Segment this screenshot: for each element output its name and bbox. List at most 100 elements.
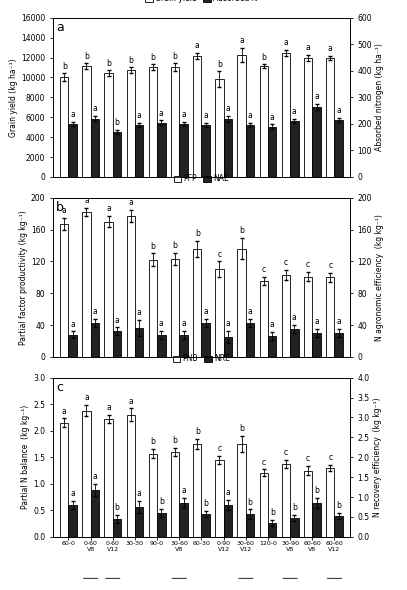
- Y-axis label: Partial factor productivity (kg kg⁻¹): Partial factor productivity (kg kg⁻¹): [19, 210, 28, 345]
- Bar: [127, 70, 135, 177]
- Text: b: b: [336, 501, 341, 510]
- Legend: PFP, NAE: PFP, NAE: [174, 175, 229, 183]
- Bar: [157, 335, 166, 357]
- Bar: [282, 53, 290, 177]
- Text: c: c: [328, 261, 333, 270]
- Text: a: a: [70, 489, 75, 498]
- Text: a: a: [225, 489, 230, 497]
- Text: b: b: [173, 241, 177, 250]
- Bar: [149, 454, 157, 537]
- Bar: [193, 444, 201, 537]
- Bar: [335, 516, 343, 537]
- Bar: [135, 328, 143, 357]
- Text: b: b: [114, 503, 119, 512]
- Bar: [260, 473, 268, 537]
- Bar: [312, 503, 321, 537]
- Text: c: c: [306, 454, 310, 463]
- Bar: [149, 67, 157, 177]
- Bar: [127, 415, 135, 537]
- Text: b: b: [270, 508, 275, 517]
- Bar: [91, 119, 99, 177]
- Text: b: b: [217, 60, 222, 68]
- Y-axis label: N recovery efficiency  (kg kg⁻¹): N recovery efficiency (kg kg⁻¹): [372, 398, 381, 517]
- Text: b: b: [292, 503, 297, 512]
- Bar: [68, 124, 77, 177]
- Text: a: a: [62, 407, 67, 415]
- Text: a: a: [181, 486, 186, 496]
- Bar: [268, 336, 276, 357]
- Bar: [304, 58, 312, 177]
- Bar: [326, 277, 335, 357]
- Text: a: a: [181, 319, 186, 328]
- Text: b: b: [151, 53, 155, 61]
- Bar: [237, 54, 246, 177]
- Text: c: c: [56, 381, 63, 394]
- Text: b: b: [62, 61, 67, 71]
- Text: a: a: [137, 309, 142, 317]
- Text: a: a: [84, 196, 89, 205]
- Text: b: b: [151, 241, 155, 251]
- Text: a: a: [204, 112, 208, 120]
- Text: a: a: [306, 42, 311, 52]
- Bar: [113, 332, 121, 357]
- Text: a: a: [284, 38, 288, 47]
- Text: a: a: [239, 36, 244, 45]
- Text: b: b: [151, 437, 155, 447]
- Text: a: a: [62, 206, 67, 215]
- Bar: [215, 269, 223, 357]
- Legend: PNB, NRE: PNB, NRE: [173, 355, 230, 363]
- Text: b: b: [114, 118, 119, 127]
- Bar: [82, 212, 91, 357]
- Bar: [335, 333, 343, 357]
- Bar: [179, 335, 188, 357]
- Text: a: a: [225, 104, 230, 113]
- Text: b: b: [84, 52, 89, 61]
- Legend: Grain yield, Absorbed N: Grain yield, Absorbed N: [145, 0, 258, 4]
- Bar: [282, 275, 290, 357]
- Y-axis label: Absorbed nitrogen (kg ha⁻¹): Absorbed nitrogen (kg ha⁻¹): [375, 44, 384, 151]
- Bar: [237, 248, 246, 357]
- Text: a: a: [270, 320, 275, 329]
- Bar: [326, 468, 335, 537]
- Text: b: b: [173, 52, 177, 61]
- Text: a: a: [106, 403, 111, 412]
- Text: a: a: [92, 472, 97, 481]
- Bar: [68, 505, 77, 537]
- Bar: [91, 323, 99, 357]
- Text: a: a: [328, 44, 333, 53]
- Text: b: b: [239, 227, 244, 235]
- Bar: [246, 323, 254, 357]
- Bar: [312, 333, 321, 357]
- Text: a: a: [159, 109, 164, 117]
- Text: b: b: [239, 424, 244, 433]
- Text: b: b: [56, 201, 64, 214]
- Bar: [82, 411, 91, 537]
- Text: a: a: [292, 107, 297, 116]
- Text: a: a: [106, 204, 111, 213]
- Bar: [113, 519, 121, 537]
- Bar: [290, 122, 299, 177]
- Bar: [201, 514, 210, 537]
- Text: a: a: [181, 110, 186, 119]
- Text: a: a: [247, 112, 252, 120]
- Bar: [171, 259, 179, 357]
- Text: a: a: [336, 106, 341, 115]
- Bar: [215, 80, 223, 177]
- Bar: [135, 507, 143, 537]
- Bar: [215, 460, 223, 537]
- Bar: [157, 123, 166, 177]
- Text: a: a: [270, 113, 275, 122]
- Bar: [157, 513, 166, 537]
- Bar: [260, 67, 268, 177]
- Bar: [304, 277, 312, 357]
- Text: c: c: [328, 453, 333, 462]
- Bar: [326, 58, 335, 177]
- Bar: [246, 514, 254, 537]
- Bar: [237, 444, 246, 537]
- Text: a: a: [92, 104, 97, 113]
- Bar: [193, 248, 201, 357]
- Text: b: b: [314, 486, 319, 496]
- Text: c: c: [284, 448, 288, 457]
- Bar: [201, 323, 210, 357]
- Text: c: c: [284, 258, 288, 267]
